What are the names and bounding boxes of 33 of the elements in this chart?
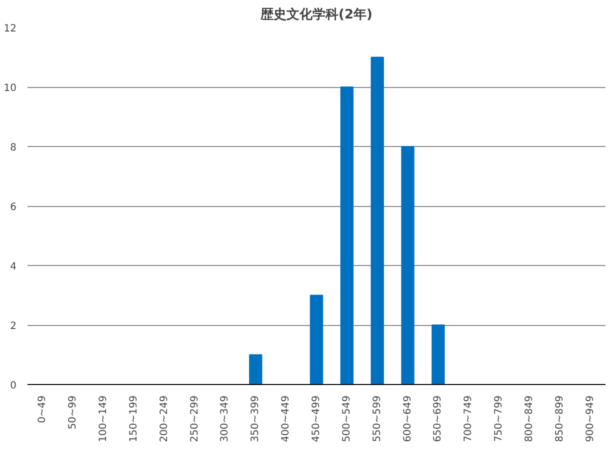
y-tick-label: 10 <box>4 83 17 94</box>
bar <box>340 86 354 384</box>
y-tick-label: 12 <box>4 24 17 34</box>
chart-title: 歴史文化学科(2年) <box>260 6 372 22</box>
x-tick-label: 300~349 <box>220 395 231 442</box>
y-tick-label: 2 <box>10 321 17 332</box>
x-tick-label: 900~949 <box>584 395 596 442</box>
x-tick-label: 550~599 <box>372 395 383 442</box>
x-tick-label: 150~199 <box>128 395 140 442</box>
x-tick-label: 450~499 <box>311 395 322 442</box>
bar <box>249 354 262 384</box>
y-tick-label: 0 <box>10 380 17 392</box>
x-tick-label: 700~749 <box>463 395 474 442</box>
bar <box>432 324 445 384</box>
x-tick-label: 800~849 <box>524 395 535 442</box>
y-tick-label: 8 <box>10 142 17 154</box>
x-tick-label: 200~249 <box>158 395 170 442</box>
x-tick-label: 750~799 <box>494 395 505 442</box>
y-tick-label: 6 <box>10 202 17 213</box>
x-tick-label: 50~99 <box>68 396 79 430</box>
x-tick-label: 250~299 <box>189 395 200 442</box>
bar <box>370 56 384 384</box>
x-tick-label: 500~549 <box>341 395 352 442</box>
x-tick-label: 100~149 <box>98 395 110 442</box>
x-tick-label: 600~649 <box>402 395 414 442</box>
bar <box>401 146 414 384</box>
bar <box>310 294 324 384</box>
x-tick-label: 850~899 <box>554 395 566 442</box>
y-tick-label: 4 <box>10 262 17 272</box>
x-tick-label: 350~399 <box>250 395 262 442</box>
x-tick-label: 400~449 <box>280 395 292 442</box>
x-tick-label: 650~699 <box>432 395 444 442</box>
x-tick-label: 0~49 <box>37 395 48 423</box>
